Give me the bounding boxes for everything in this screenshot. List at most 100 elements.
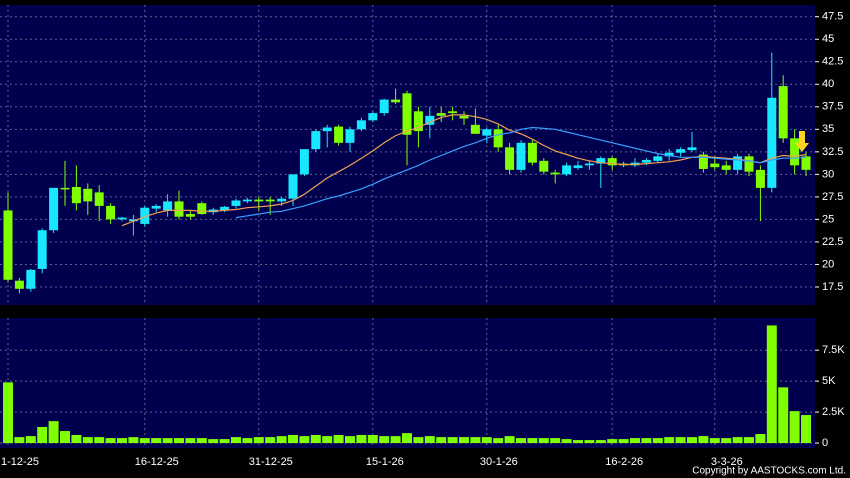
- candle-body: [299, 149, 309, 175]
- volume-bar: [276, 436, 287, 444]
- volume-bar: [37, 426, 48, 444]
- volume-bar: [322, 436, 333, 444]
- volume-bar: [709, 438, 720, 444]
- volume-bar: [82, 437, 93, 444]
- volume-bar: [550, 438, 561, 444]
- volume-bar: [208, 439, 219, 444]
- moving-average-line: [235, 126, 807, 219]
- x-tick-label: 3-3-26: [711, 456, 743, 468]
- y-tick-label: 7.5K: [822, 344, 845, 356]
- candle-body: [128, 219, 138, 222]
- x-tick-label: 16-2-26: [605, 456, 643, 468]
- volume-bar: [333, 435, 344, 444]
- x-tick-label: 31-12-25: [249, 456, 293, 468]
- volume-bar: [675, 437, 686, 444]
- candle-body: [163, 201, 173, 211]
- volume-bar: [162, 438, 173, 444]
- candle-body: [185, 214, 195, 217]
- candle-body: [516, 142, 526, 170]
- volume-bar: [3, 382, 13, 444]
- volume-bar: [174, 438, 184, 444]
- volume-bar: [151, 438, 162, 444]
- volume-bar: [447, 437, 458, 444]
- candle-body: [49, 187, 59, 231]
- candle-body: [254, 199, 264, 202]
- y-tick-label: 2.5K: [822, 406, 845, 418]
- volume-bar: [105, 438, 116, 444]
- volume-bar: [607, 439, 618, 444]
- candle-body: [334, 126, 344, 143]
- volume-bar: [356, 435, 367, 444]
- candle-body: [311, 131, 321, 150]
- volume-bar: [744, 437, 754, 444]
- volume-bar: [641, 438, 652, 444]
- candle-body: [653, 156, 663, 161]
- volume-bar: [219, 439, 230, 444]
- volume-bar: [801, 415, 811, 444]
- volume-bar: [402, 433, 412, 444]
- candle-body: [698, 154, 708, 169]
- volume-bar: [242, 438, 253, 444]
- candle-body: [37, 230, 47, 269]
- y-tick-label: 0: [822, 437, 828, 449]
- candle-body: [83, 188, 93, 202]
- volume-bar: [14, 437, 25, 444]
- volume-bar: [698, 436, 709, 444]
- candle-body: [493, 129, 503, 148]
- volume-bar: [424, 436, 435, 444]
- candle-body: [356, 120, 366, 130]
- y-tick-label: 5K: [822, 375, 836, 387]
- candle-body: [584, 163, 594, 166]
- volume-bar: [778, 387, 789, 444]
- candle-body: [676, 149, 686, 153]
- candle-body: [562, 165, 572, 175]
- candle-body: [448, 111, 458, 114]
- volume-bar: [265, 437, 276, 444]
- volume-bar: [516, 438, 526, 444]
- signal-arrow: [795, 131, 809, 152]
- candle-body: [242, 199, 252, 202]
- volume-bar: [459, 437, 469, 444]
- volume-bar: [664, 437, 675, 444]
- volume-bar: [766, 325, 777, 444]
- candle-body: [3, 210, 13, 280]
- volume-bar: [630, 438, 640, 444]
- candle-body: [459, 115, 469, 119]
- candle-body: [744, 156, 754, 172]
- volume-bar: [652, 438, 663, 444]
- volume-bar: [573, 440, 583, 444]
- candle-body: [368, 113, 378, 121]
- y-tick-label: 27.5: [822, 191, 843, 203]
- volume-bar: [538, 438, 549, 444]
- volume-bar: [789, 411, 800, 444]
- candle-body: [425, 115, 435, 125]
- volume-bar: [379, 436, 390, 444]
- candle-body: [778, 86, 788, 139]
- candle-body: [106, 205, 116, 220]
- volume-bar: [687, 437, 697, 444]
- volume-bar: [253, 437, 264, 444]
- volume-bar: [299, 436, 310, 444]
- volume-bar: [48, 421, 59, 444]
- volume-bar: [60, 431, 70, 444]
- y-tick-label: 42.5: [822, 56, 843, 68]
- y-tick-label: 20: [822, 258, 834, 270]
- candle-body: [664, 152, 674, 157]
- volume-bar: [25, 436, 36, 444]
- candle-body: [14, 280, 24, 289]
- x-tick-label: 16-12-25: [135, 456, 179, 468]
- candle-body: [60, 187, 70, 190]
- volume-panel: [0, 318, 815, 448]
- y-tick-label: 47.5: [822, 11, 843, 23]
- volume-bar: [367, 435, 378, 444]
- y-tick-label: 37.5: [822, 101, 843, 113]
- y-tick-label: 35: [822, 123, 834, 135]
- candle-body: [71, 186, 81, 204]
- candle-body: [220, 206, 230, 211]
- candle-body: [505, 147, 515, 170]
- candle-body: [470, 124, 480, 134]
- candle-body: [151, 205, 161, 209]
- volume-bar: [288, 435, 298, 444]
